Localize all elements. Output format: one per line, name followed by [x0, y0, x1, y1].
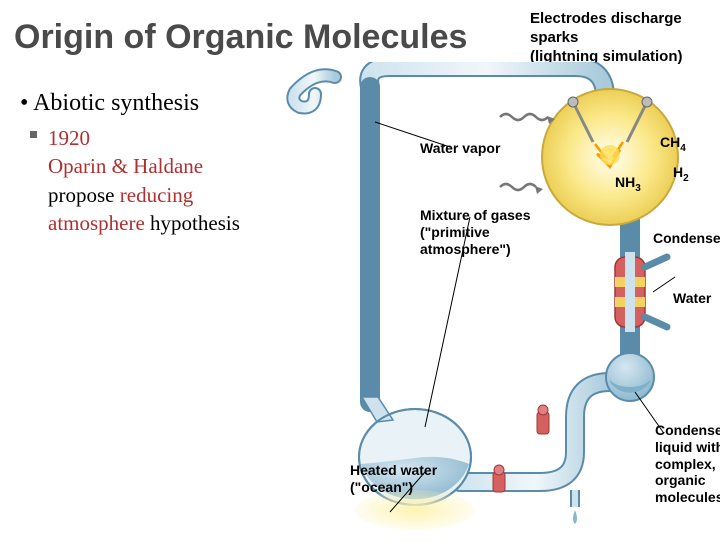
- label-condensed: Condensed liquid with complex, organic m…: [655, 422, 720, 506]
- h2-sub: 2: [683, 173, 689, 184]
- propose-text: propose: [48, 183, 120, 207]
- label-condenser: Condenser: [653, 230, 720, 247]
- miller-urey-diagram: Water vapor Mixture of gases ("primitive…: [275, 62, 715, 540]
- names: Oparin & Haldane: [48, 154, 203, 178]
- label-nh3: NH3: [615, 174, 641, 194]
- label-water: Water: [673, 290, 711, 307]
- nh3-text: NH: [615, 174, 635, 190]
- label-heated: Heated water ("ocean"): [350, 462, 437, 496]
- ch4-sub: 4: [680, 143, 686, 154]
- sub-bullet: 1920 Oparin & Haldane propose reducing a…: [48, 124, 240, 237]
- nh3-sub: 3: [635, 183, 641, 194]
- label-mixture: Mixture of gases ("primitive atmosphere"…: [420, 207, 530, 257]
- label-h2: H2: [673, 164, 689, 184]
- bullet-abiotic: Abiotic synthesis: [20, 90, 199, 117]
- h2-text: H: [673, 164, 683, 180]
- hypothesis-text: hypothesis: [145, 211, 240, 235]
- ch4-text: CH: [660, 134, 680, 150]
- apparatus-svg: [275, 62, 715, 540]
- year: 1920: [48, 126, 90, 150]
- page-title: Origin of Organic Molecules: [14, 18, 467, 57]
- electrode-label: Electrodes discharge sparks (lightning s…: [530, 10, 682, 66]
- label-ch4: CH4: [660, 134, 686, 154]
- label-water-vapor: Water vapor: [420, 140, 500, 157]
- square-bullet-icon: [30, 131, 37, 138]
- reducing-text: reducing: [120, 183, 193, 207]
- atmosphere-text: atmosphere: [48, 211, 145, 235]
